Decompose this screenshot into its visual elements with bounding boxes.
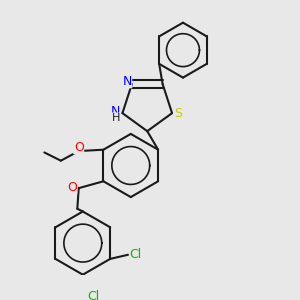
Text: O: O bbox=[67, 181, 77, 194]
Text: N: N bbox=[122, 75, 132, 88]
Text: N: N bbox=[111, 105, 120, 118]
Text: H: H bbox=[111, 113, 120, 123]
Text: Cl: Cl bbox=[87, 290, 99, 300]
Text: S: S bbox=[174, 106, 182, 120]
Text: O: O bbox=[74, 141, 84, 154]
Text: Cl: Cl bbox=[130, 248, 142, 261]
